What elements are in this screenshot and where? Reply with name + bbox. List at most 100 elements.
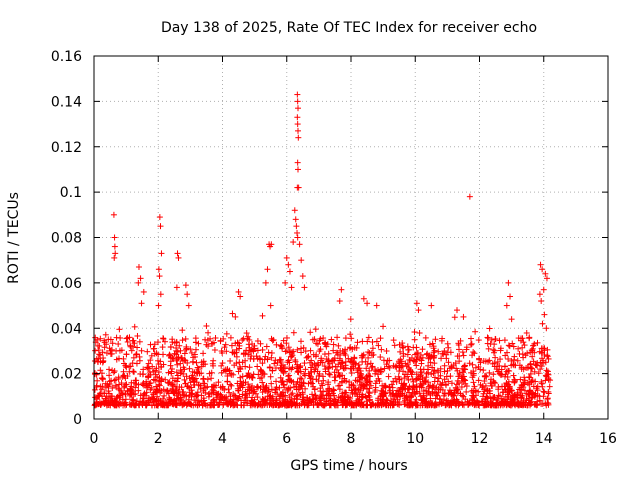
- data-point: [134, 332, 141, 339]
- data-point: [265, 349, 272, 356]
- data-point: [111, 377, 118, 384]
- data-point: [248, 352, 255, 359]
- data-point: [194, 364, 201, 371]
- data-point: [466, 193, 473, 200]
- data-point: [510, 372, 517, 379]
- data-point: [97, 367, 104, 374]
- data-point: [192, 346, 199, 353]
- data-point: [528, 378, 535, 385]
- data-point: [165, 380, 172, 387]
- data-point: [299, 273, 306, 280]
- data-point: [259, 312, 266, 319]
- data-point: [166, 351, 173, 358]
- data-point: [92, 347, 99, 354]
- data-point: [205, 329, 212, 336]
- data-point: [338, 360, 345, 367]
- data-point: [239, 359, 246, 366]
- data-point: [133, 351, 140, 358]
- data-point: [462, 396, 469, 403]
- data-point: [179, 337, 186, 344]
- data-point: [518, 365, 525, 372]
- y-tick-label: 0.08: [51, 231, 82, 247]
- data-point: [92, 334, 99, 341]
- data-point: [486, 369, 493, 376]
- data-point: [283, 254, 290, 261]
- data-point: [177, 360, 184, 367]
- data-point: [536, 291, 543, 298]
- data-point: [486, 357, 493, 364]
- data-point: [544, 346, 551, 353]
- data-point: [286, 268, 293, 275]
- data-point: [285, 261, 292, 268]
- data-point: [505, 356, 512, 363]
- data-point: [156, 273, 163, 280]
- data-point: [342, 335, 349, 342]
- data-point: [515, 345, 522, 352]
- data-point: [364, 338, 371, 345]
- data-point: [545, 355, 552, 362]
- data-point: [443, 397, 450, 404]
- data-point: [202, 361, 209, 368]
- data-point: [167, 343, 174, 350]
- data-point: [411, 329, 418, 336]
- data-point: [505, 279, 512, 286]
- data-point: [441, 368, 448, 375]
- data-point: [264, 266, 271, 273]
- data-point: [193, 392, 200, 399]
- data-point: [426, 354, 433, 361]
- data-point: [302, 366, 309, 373]
- data-point: [91, 358, 98, 365]
- data-point: [117, 334, 124, 341]
- x-tick-label: 4: [218, 431, 227, 447]
- data-point: [188, 349, 195, 356]
- data-point: [471, 383, 478, 390]
- data-point: [290, 239, 297, 246]
- data-point: [497, 356, 504, 363]
- data-point: [204, 337, 211, 344]
- data-point: [294, 91, 301, 98]
- data-point: [468, 340, 475, 347]
- data-point: [130, 369, 137, 376]
- data-point: [391, 342, 398, 349]
- data-point: [154, 373, 161, 380]
- data-point: [278, 362, 285, 369]
- data-point: [325, 364, 332, 371]
- data-point: [364, 300, 371, 307]
- data-point: [365, 349, 372, 356]
- data-point: [219, 360, 226, 367]
- data-point: [138, 300, 145, 307]
- data-point: [483, 393, 490, 400]
- data-point: [144, 364, 151, 371]
- data-point: [233, 353, 240, 360]
- data-point: [469, 361, 476, 368]
- data-point: [269, 367, 276, 374]
- data-point: [312, 392, 319, 399]
- data-point: [203, 322, 210, 329]
- data-point: [458, 399, 465, 406]
- data-point: [307, 375, 314, 382]
- data-point: [210, 396, 217, 403]
- data-point: [284, 387, 291, 394]
- data-point: [285, 386, 292, 393]
- data-point: [543, 325, 550, 332]
- data-point: [288, 284, 295, 291]
- data-point: [154, 339, 161, 346]
- data-point: [302, 385, 309, 392]
- data-point: [400, 368, 407, 375]
- data-point: [444, 340, 451, 347]
- data-point: [325, 370, 332, 377]
- data-point: [254, 383, 261, 390]
- data-point: [397, 348, 404, 355]
- data-point: [312, 326, 319, 333]
- data-point: [187, 346, 194, 353]
- y-tick-label: 0.12: [51, 140, 82, 156]
- data-point: [538, 298, 545, 305]
- y-tick-label: 0.14: [51, 94, 82, 110]
- data-point: [290, 348, 297, 355]
- data-point: [181, 376, 188, 383]
- data-point: [102, 331, 109, 338]
- data-point: [273, 341, 280, 348]
- data-point: [160, 335, 167, 342]
- data-point: [174, 348, 181, 355]
- data-point: [285, 344, 292, 351]
